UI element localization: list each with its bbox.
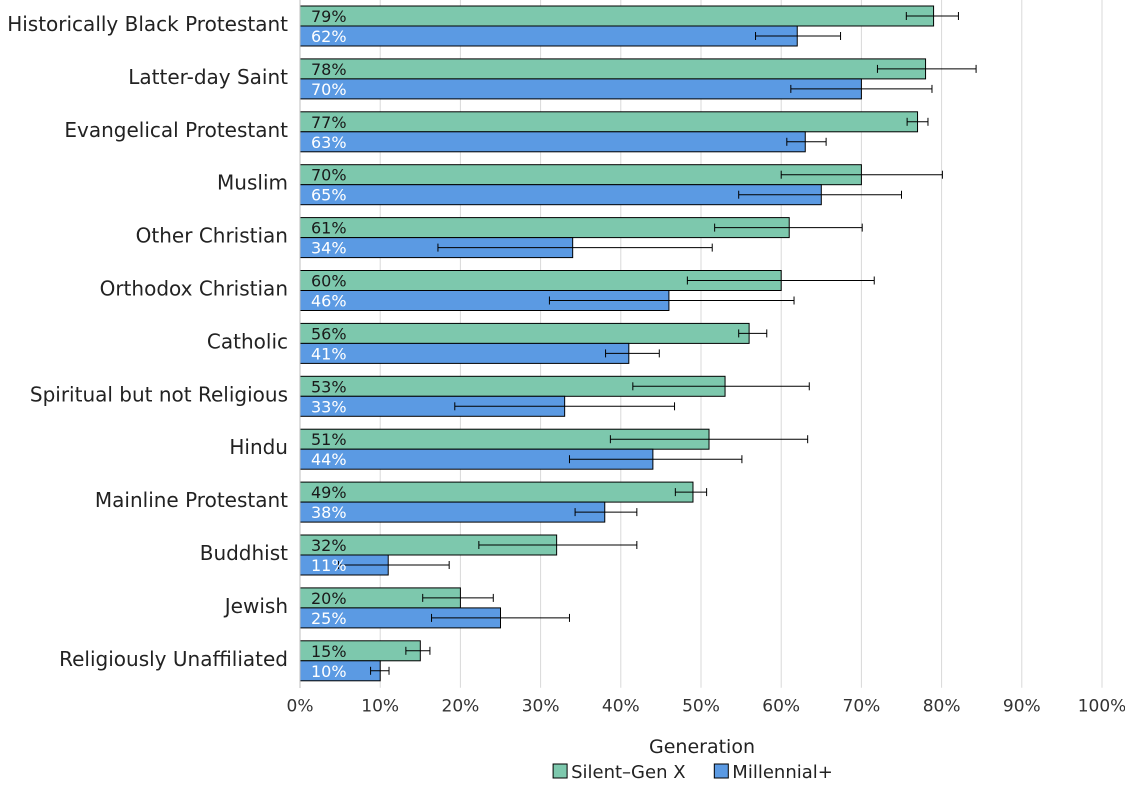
category-labels: Historically Black Protestant Latter-day … xyxy=(7,12,288,671)
data-label: 49% xyxy=(311,483,347,502)
x-tick-label: 60% xyxy=(762,697,800,717)
category-label: Mainline Protestant xyxy=(95,488,288,512)
data-label: 53% xyxy=(311,377,347,396)
category-label: Jewish xyxy=(223,594,288,618)
x-tick-label: 100% xyxy=(1078,697,1125,717)
data-label: 11% xyxy=(311,556,347,575)
x-tick-label: 40% xyxy=(602,697,640,717)
data-label: 20% xyxy=(311,589,347,608)
data-label: 61% xyxy=(311,219,347,238)
category-label: Other Christian xyxy=(136,224,288,248)
data-label: 33% xyxy=(311,397,347,416)
data-label: 77% xyxy=(311,113,347,132)
data-label: 62% xyxy=(311,27,347,46)
bar xyxy=(299,25,798,47)
legend-swatch xyxy=(552,763,568,779)
category-label: Spiritual but not Religious xyxy=(30,382,288,406)
bar xyxy=(299,58,927,80)
x-tick-label: 10% xyxy=(361,697,399,717)
category-label: Latter-day Saint xyxy=(128,65,288,89)
data-label: 34% xyxy=(311,239,347,258)
legend-swatch xyxy=(713,763,729,779)
data-label: 65% xyxy=(311,186,347,205)
category-label: Historically Black Protestant xyxy=(7,12,288,36)
bar xyxy=(299,322,750,344)
data-label: 70% xyxy=(311,166,347,185)
bar xyxy=(299,131,806,153)
x-tick-label: 80% xyxy=(923,697,961,717)
bar xyxy=(299,111,919,133)
category-label: Evangelical Protestant xyxy=(64,118,288,142)
legend: Silent–Gen X Millennial+ xyxy=(552,762,833,783)
data-label: 56% xyxy=(311,324,347,343)
data-label: 44% xyxy=(311,450,347,469)
x-tick-label: 0% xyxy=(287,697,314,717)
data-label: 70% xyxy=(311,80,347,99)
data-label: 46% xyxy=(311,292,347,311)
data-label: 41% xyxy=(311,344,347,363)
x-tick-label: 30% xyxy=(522,697,560,717)
data-label: 25% xyxy=(311,609,347,628)
legend-label: Silent–Gen X xyxy=(571,762,685,783)
x-tick-label: 90% xyxy=(1003,697,1041,717)
category-label: Hindu xyxy=(229,435,288,459)
category-label: Religiously Unaffiliated xyxy=(59,647,288,671)
category-label: Orthodox Christian xyxy=(100,277,288,301)
category-label: Muslim xyxy=(217,171,288,195)
data-label: 32% xyxy=(311,536,347,555)
x-tick-label: 50% xyxy=(682,697,720,717)
data-label: 63% xyxy=(311,133,347,152)
x-tick-labels: 0% 10% 20% 30% 40% 50% 60% 70% 80% 90% 100% xyxy=(287,697,1125,717)
x-tick-label: 20% xyxy=(442,697,480,717)
x-tick-label: 70% xyxy=(843,697,881,717)
bar xyxy=(299,5,935,27)
legend-label: Millennial+ xyxy=(732,762,833,783)
data-label: 38% xyxy=(311,503,347,522)
data-label: 51% xyxy=(311,430,347,449)
data-label: 10% xyxy=(311,662,347,681)
value-labels: 79%62%78%70%77%63%70%65%61%34%60%46%56%4… xyxy=(311,7,347,681)
bar xyxy=(299,78,862,100)
bar xyxy=(299,481,694,503)
data-label: 15% xyxy=(311,642,347,661)
category-label: Buddhist xyxy=(200,541,288,565)
error-bars xyxy=(337,12,977,675)
x-axis-title: Generation xyxy=(649,736,755,758)
bars xyxy=(299,5,935,682)
data-label: 60% xyxy=(311,272,347,291)
bar xyxy=(299,164,862,186)
category-label: Catholic xyxy=(207,329,288,353)
bar xyxy=(299,342,630,364)
data-label: 79% xyxy=(311,7,347,26)
data-label: 78% xyxy=(311,60,347,79)
